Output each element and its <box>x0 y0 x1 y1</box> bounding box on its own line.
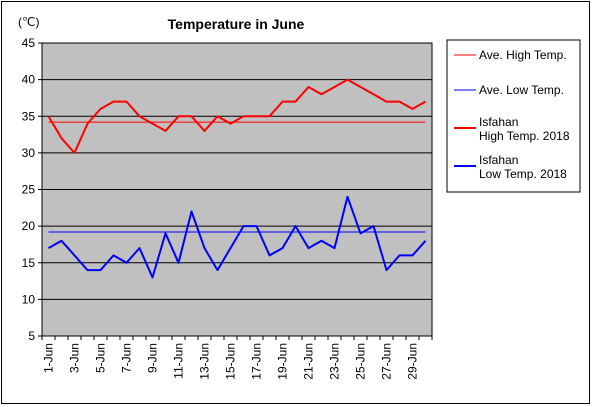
x-tick-label: 5-Jun <box>94 343 108 373</box>
y-tick-label: 30 <box>22 146 36 160</box>
y-axis: 5 10 15 20 25 30 35 40 45 <box>22 36 42 343</box>
y-tick-label: 35 <box>22 109 36 123</box>
x-tick-label: 15-Jun <box>224 343 238 380</box>
series-lines <box>47 78 427 279</box>
unit-label: (℃) <box>18 15 39 29</box>
x-tick-label: 21-Jun <box>302 343 316 380</box>
x-tick-label: 25-Jun <box>354 343 368 380</box>
y-tick-label: 5 <box>28 329 35 343</box>
x-tick-label: 11-Jun <box>172 343 186 379</box>
legend: Ave. High Temp. Ave. Low Temp. Isfahan High… <box>446 39 581 193</box>
y-tick-label: 25 <box>22 183 36 197</box>
legend-label: Isfahan Low Temp. 2018 <box>479 153 567 181</box>
x-tick-label: 7-Jun <box>120 343 134 373</box>
x-tick-label: 17-Jun <box>250 343 264 380</box>
x-tick-label: 9-Jun <box>146 343 160 373</box>
chart-title: Temperature in June <box>168 16 305 32</box>
series-line-3 <box>48 195 427 279</box>
x-tick-label: 27-Jun <box>380 343 394 380</box>
x-tick-label: 29-Jun <box>406 343 420 380</box>
legend-label: Ave. Low Temp. <box>479 83 564 97</box>
x-tick-label: 13-Jun <box>198 343 212 380</box>
y-tick-label: 20 <box>22 219 36 233</box>
x-tick-label: 19-Jun <box>276 343 290 380</box>
legend-label: Isfahan High Temp. 2018 <box>479 115 570 143</box>
x-tick-label: 3-Jun <box>68 343 82 373</box>
x-axis: 1-Jun 3-Jun 5-Jun 7-Jun 9-Jun 11-Jun 13-Jun 15-… <box>41 336 433 380</box>
y-tick-label: 15 <box>22 256 36 270</box>
y-tick-label: 40 <box>22 73 36 87</box>
x-tick-label: 23-Jun <box>328 343 342 380</box>
legend-label: Ave. High Temp. <box>479 48 567 62</box>
plot-border <box>41 42 433 337</box>
series-line-2 <box>47 78 426 154</box>
y-tick-label: 10 <box>22 292 36 306</box>
y-tick-label: 45 <box>22 36 36 50</box>
x-tick-label: 1-Jun <box>42 343 56 373</box>
